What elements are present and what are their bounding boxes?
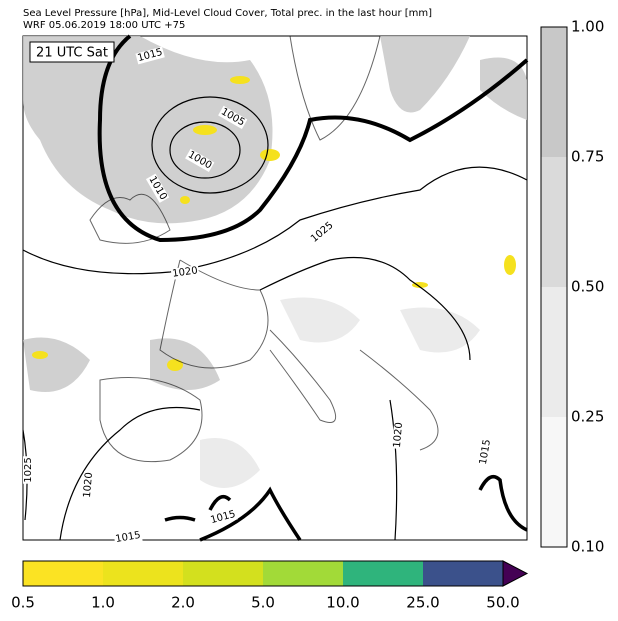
label-background [81, 470, 96, 500]
colorbar-tick-label: 10.0 [326, 594, 359, 612]
colorbar-tick-label: 0.50 [571, 278, 604, 296]
colorbar-frame [22, 560, 504, 587]
colorbar-tick-label: 1.0 [91, 594, 115, 612]
colorbar-tick-label: 0.5 [11, 594, 35, 612]
label-background [477, 437, 494, 467]
isobars [22, 34, 529, 542]
label-background [218, 105, 248, 130]
colorbar-segment [263, 561, 343, 586]
colorbar-tick-label: 0.10 [571, 538, 604, 556]
colorbar-tick-label: 0.25 [571, 408, 604, 426]
colorbar-segment [423, 561, 503, 586]
title-line: WRF 05.06.2019 18:00 UTC +75 [23, 20, 185, 31]
colorbar-segment [343, 561, 423, 586]
time-label: 21 UTC Sat [36, 46, 108, 61]
label-background [135, 46, 165, 65]
map: 1015 1005 1000 1010 1020 1025 1020 1015 … [22, 34, 529, 546]
label-background [145, 173, 170, 203]
colorbar-segment [103, 561, 183, 586]
colorbar-extend [502, 560, 529, 587]
colorbar-tick-label: 1.00 [571, 18, 604, 36]
colorbar-tick-label: 5.0 [251, 594, 275, 612]
colorbar-segment [541, 157, 567, 287]
label-backgrounds [23, 46, 494, 546]
label-background [308, 219, 337, 246]
colorbar-tick-label: 25.0 [406, 594, 439, 612]
colorbar-frame [540, 26, 568, 548]
label-background [185, 148, 215, 173]
label-background [208, 508, 238, 527]
precipitation [32, 76, 516, 371]
colorbar-segment [23, 561, 103, 586]
label-background [23, 456, 34, 484]
contour-label: 1015 [478, 439, 493, 466]
label-background [170, 265, 200, 280]
colorbar-tick-label: 0.75 [571, 148, 604, 166]
colorbar-segment [541, 27, 567, 157]
contour-label: 1020 [172, 265, 199, 279]
contour-label: 1020 [82, 472, 95, 498]
cloud-colorbar: 1.00 0.75 0.50 0.25 0.10 [540, 18, 604, 556]
thin-cloud [200, 297, 480, 488]
contour-label: 1020 [392, 422, 405, 448]
colorbar-segment [183, 561, 263, 586]
time-box [29, 41, 115, 63]
label-background [391, 420, 406, 450]
cloud-cover [23, 36, 527, 392]
contour-label: 1015 [115, 530, 142, 545]
colorbar-segment [541, 287, 567, 417]
title-line: Sea Level Pressure [hPa], Mid-Level Clou… [23, 8, 432, 19]
contour-label: 1025 [23, 457, 34, 482]
label-background [113, 529, 143, 546]
colorbar-tick-label: 2.0 [171, 594, 195, 612]
colorbar-tick-label: 50.0 [486, 594, 519, 612]
precip-colorbar: 0.5 1.0 2.0 5.0 10.0 25.0 50.0 [11, 560, 529, 612]
colorbar-segment [541, 417, 567, 547]
